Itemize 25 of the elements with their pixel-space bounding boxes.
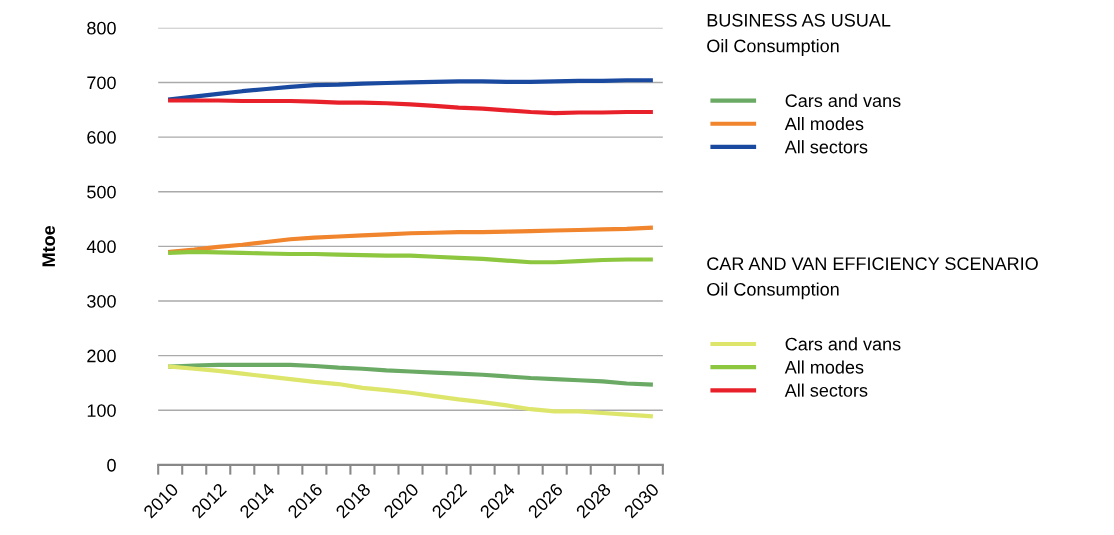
y-tick-label: 800 <box>87 21 116 35</box>
legend-label: All modes <box>784 116 864 131</box>
y-tick-label: 700 <box>87 76 116 90</box>
line-series <box>168 225 653 254</box>
text: BUSINESS AS USUAL <box>707 13 891 27</box>
y-tick-label: 200 <box>87 349 116 363</box>
y-tick-label: 300 <box>87 294 116 308</box>
legend-label: All sectors <box>784 140 868 154</box>
legend-label: All sectors <box>784 383 868 397</box>
line-series <box>168 362 653 387</box>
y-tick-label: 100 <box>87 404 116 417</box>
text: Oil Consumption <box>707 282 839 300</box>
y-tick-label: 400 <box>86 240 116 254</box>
text: CAR AND VAN EFFICIENCY SCENARIO <box>707 257 1038 271</box>
text: Oil Consumption <box>707 39 839 56</box>
y-tick-label: 0 <box>107 458 116 472</box>
y-tick-label: 500 <box>87 185 116 199</box>
legend-label: Cars and vans <box>785 337 901 351</box>
line-series <box>168 364 653 419</box>
line-series <box>168 98 653 116</box>
line-series <box>168 249 653 265</box>
y-axis-title: Mtoe <box>42 225 56 267</box>
legend-label: Cars and vans <box>785 93 901 108</box>
legend-label: All modes <box>784 360 864 374</box>
y-tick-label: 600 <box>87 131 116 144</box>
